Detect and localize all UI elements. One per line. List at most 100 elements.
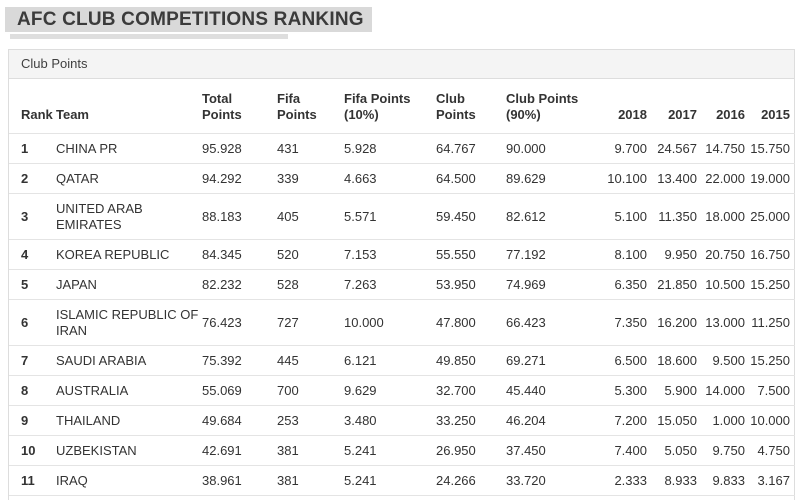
club-points-tab[interactable]: Club Points: [9, 50, 794, 79]
cell-team: TAJIKISTAN: [54, 495, 202, 500]
cell-rank: 6: [9, 299, 54, 346]
cell-2015: 9.000: [750, 495, 795, 500]
cell-2018: 6.500: [604, 345, 652, 376]
col-header-2015: 2015: [761, 107, 790, 122]
cell-fifa-points: 528: [277, 269, 344, 300]
cell-rank: 7: [9, 345, 54, 376]
cell-total-points: 95.928: [202, 133, 277, 164]
cell-2016: 14.000: [702, 375, 750, 406]
cell-2018: 7.400: [604, 435, 652, 466]
cell-club-points-90: 82.612: [506, 193, 604, 240]
cell-club-points-90: 37.450: [506, 435, 604, 466]
cell-fifa-points-10: 5.928: [344, 133, 436, 164]
cell-fifa-points-10: 5.241: [344, 435, 436, 466]
cell-fifa-points: 445: [277, 345, 344, 376]
cell-club-points-90: 90.000: [506, 133, 604, 164]
page-header: AFC CLUB COMPETITIONS RANKING: [5, 7, 800, 39]
cell-2017: 8.933: [652, 465, 702, 496]
table-row: 6 ISLAMIC REPUBLIC OF IRAN 76.423 727 10…: [9, 299, 795, 346]
cell-fifa-points-10: 5.571: [344, 193, 436, 240]
cell-club-points-90: 66.423: [506, 299, 604, 346]
cell-2018: 2.433: [604, 495, 652, 500]
cell-rank: 10: [9, 435, 54, 466]
cell-2015: 7.500: [750, 375, 795, 406]
table-row: 7 SAUDI ARABIA 75.392 445 6.121 49.850 6…: [9, 345, 795, 376]
cell-2016: 22.000: [702, 163, 750, 194]
cell-total-points: 82.232: [202, 269, 277, 300]
cell-2017: 24.567: [652, 133, 702, 164]
cell-2015: 10.000: [750, 405, 795, 436]
cell-club-points-90: 69.271: [506, 345, 604, 376]
cell-2015: 19.000: [750, 163, 795, 194]
cell-total-points: 55.069: [202, 375, 277, 406]
cell-total-points: 38.004: [202, 495, 277, 500]
cell-2018: 2.333: [604, 465, 652, 496]
table-row: 9 THAILAND 49.684 253 3.480 33.250 46.20…: [9, 405, 795, 436]
cell-club-points: 47.800: [436, 299, 506, 346]
cell-club-points-90: 33.720: [506, 465, 604, 496]
cell-2016: 9.750: [702, 435, 750, 466]
cell-fifa-points: 381: [277, 465, 344, 496]
cell-2018: 9.700: [604, 133, 652, 164]
ranking-table-body: 1 CHINA PR 95.928 431 5.928 64.767 90.00…: [9, 133, 795, 500]
cell-team: THAILAND: [54, 405, 202, 436]
table-row: 5 JAPAN 82.232 528 7.263 53.950 74.969 6…: [9, 269, 795, 300]
cell-2016: 14.750: [702, 133, 750, 164]
cell-fifa-points-10: 4.663: [344, 163, 436, 194]
col-header-2017: 2017: [668, 107, 697, 122]
cell-team: CHINA PR: [54, 133, 202, 164]
cell-2018: 6.350: [604, 269, 652, 300]
cell-2017: 9.950: [652, 239, 702, 270]
cell-team: QATAR: [54, 163, 202, 194]
cell-team: UNITED ARAB EMIRATES: [54, 193, 202, 240]
cell-club-points: 55.550: [436, 239, 506, 270]
cell-rank: 11: [9, 465, 54, 496]
cell-2017: 18.600: [652, 345, 702, 376]
table-row: 4 KOREA REPUBLIC 84.345 520 7.153 55.550…: [9, 239, 795, 270]
cell-2016: 1.000: [702, 405, 750, 436]
cell-2018: 10.100: [604, 163, 652, 194]
cell-2015: 25.000: [750, 193, 795, 240]
cell-rank: 8: [9, 375, 54, 406]
cell-total-points: 84.345: [202, 239, 277, 270]
cell-2016: 10.500: [702, 269, 750, 300]
cell-2015: 4.750: [750, 435, 795, 466]
cell-club-points: 53.950: [436, 269, 506, 300]
col-header-fifa-points-10: Fifa Points (10%): [344, 91, 411, 122]
cell-fifa-points: 253: [277, 405, 344, 436]
cell-total-points: 49.684: [202, 405, 277, 436]
cell-club-points-90: 34.276: [506, 495, 604, 500]
cell-club-points: 26.950: [436, 435, 506, 466]
col-header-2018: 2018: [618, 107, 647, 122]
page-title: AFC CLUB COMPETITIONS RANKING: [5, 7, 800, 32]
cell-2017: 11.350: [652, 193, 702, 240]
cell-club-points: 33.250: [436, 405, 506, 436]
cell-fifa-points-10: 3.480: [344, 405, 436, 436]
cell-fifa-points-10: 7.263: [344, 269, 436, 300]
col-header-rank: Rank: [21, 107, 53, 122]
cell-club-points: 49.850: [436, 345, 506, 376]
col-header-club-points: Club Points: [436, 91, 476, 122]
header-row: Rank Team Total Points Fifa Points Fifa …: [9, 79, 795, 134]
cell-club-points: 32.700: [436, 375, 506, 406]
table-row: 12 TAJIKISTAN 38.004 271 3.728 24.666 34…: [9, 495, 795, 500]
cell-2015: 16.750: [750, 239, 795, 270]
table-row: 2 QATAR 94.292 339 4.663 64.500 89.629 1…: [9, 163, 795, 194]
cell-total-points: 76.423: [202, 299, 277, 346]
cell-2016: 18.000: [702, 193, 750, 240]
page-title-text: AFC CLUB COMPETITIONS RANKING: [5, 7, 372, 32]
cell-2017: 21.850: [652, 269, 702, 300]
ranking-table: Rank Team Total Points Fifa Points Fifa …: [9, 79, 795, 500]
cell-2017: 5.900: [652, 375, 702, 406]
cell-fifa-points: 405: [277, 193, 344, 240]
cell-total-points: 75.392: [202, 345, 277, 376]
cell-rank: 4: [9, 239, 54, 270]
table-row: 3 UNITED ARAB EMIRATES 88.183 405 5.571 …: [9, 193, 795, 240]
cell-club-points: 64.500: [436, 163, 506, 194]
cell-team: SAUDI ARABIA: [54, 345, 202, 376]
table-row: 8 AUSTRALIA 55.069 700 9.629 32.700 45.4…: [9, 375, 795, 406]
cell-club-points-90: 45.440: [506, 375, 604, 406]
cell-fifa-points: 431: [277, 133, 344, 164]
cell-team: IRAQ: [54, 465, 202, 496]
table-row: 11 IRAQ 38.961 381 5.241 24.266 33.720 2…: [9, 465, 795, 496]
